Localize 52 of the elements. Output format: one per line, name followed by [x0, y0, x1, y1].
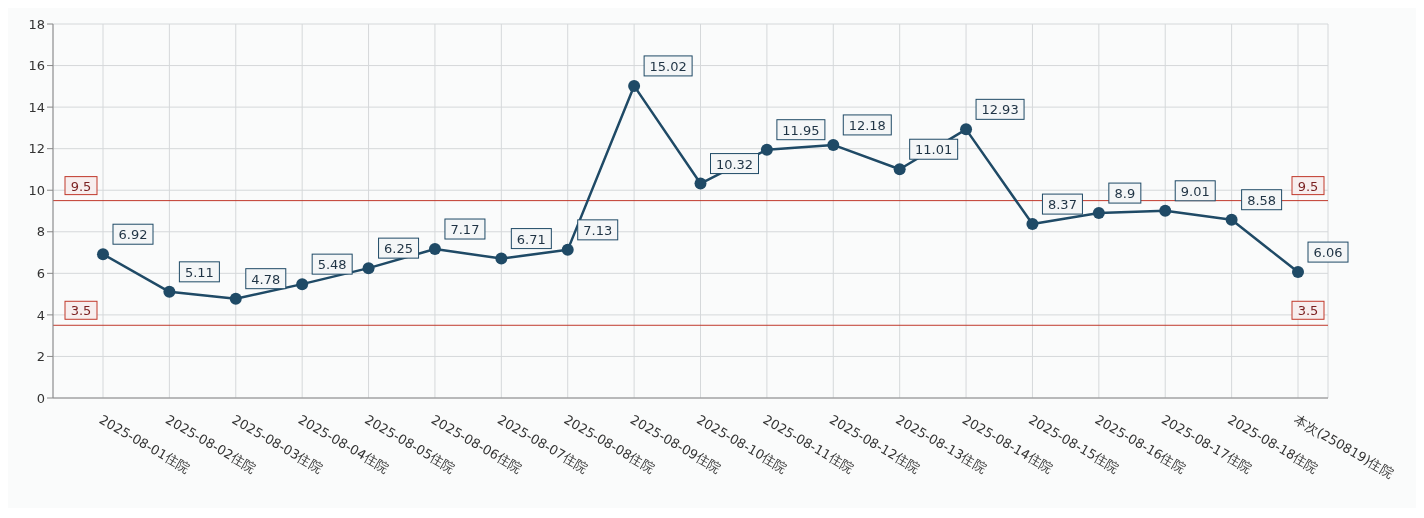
data-label: 8.37	[1047, 197, 1077, 213]
point	[428, 243, 441, 256]
y-tick-label: 12	[28, 141, 45, 157]
point	[561, 243, 574, 256]
point	[495, 252, 508, 265]
point	[694, 177, 707, 190]
ref-line-label: 3.5	[70, 303, 92, 319]
point	[229, 292, 242, 305]
y-tick-label: 4	[36, 307, 45, 323]
text: 3.5	[1297, 303, 1319, 319]
y-tick-label: 10	[28, 182, 45, 198]
point	[163, 285, 176, 298]
point	[960, 123, 973, 136]
point	[1092, 207, 1105, 220]
point	[1159, 204, 1172, 217]
data-label: 10.32	[715, 156, 754, 172]
data-label: 7.13	[583, 222, 613, 238]
point	[1225, 213, 1238, 226]
point	[827, 138, 840, 151]
data-label: 12.93	[981, 102, 1019, 118]
data-label: 11.95	[782, 122, 820, 138]
y-tick-label: 2	[36, 349, 45, 365]
point	[893, 163, 906, 176]
y-tick-label: 18	[28, 16, 45, 32]
data-label: 8.9	[1114, 186, 1136, 202]
point	[362, 262, 375, 275]
data-label: 5.11	[184, 264, 214, 280]
data-label: 15.02	[649, 58, 687, 74]
data-label: 9.01	[1180, 183, 1210, 199]
y-tick-label: 14	[28, 99, 45, 115]
data-label: 11.01	[915, 142, 953, 158]
data-label: 6.25	[384, 241, 414, 257]
ref-line-label: 9.5	[70, 178, 92, 194]
point	[760, 143, 773, 156]
data-label: 6.06	[1313, 245, 1343, 261]
point	[97, 248, 109, 261]
point	[1292, 266, 1304, 279]
data-label: 12.18	[848, 117, 886, 133]
text: 9.5	[1297, 178, 1319, 194]
y-tick-label: 8	[36, 224, 45, 240]
data-label: 6.92	[118, 227, 148, 243]
y-tick-label: 0	[36, 390, 45, 406]
data-label: 4.78	[251, 271, 281, 287]
point	[1026, 218, 1039, 231]
point	[628, 79, 641, 92]
data-label: 5.48	[317, 257, 347, 273]
data-label: 8.58	[1247, 192, 1277, 208]
point	[296, 278, 309, 291]
data-label: 6.71	[516, 231, 546, 247]
y-tick-label: 6	[36, 265, 45, 281]
data-label: 7.17	[450, 222, 480, 238]
y-tick-label: 16	[28, 58, 45, 74]
